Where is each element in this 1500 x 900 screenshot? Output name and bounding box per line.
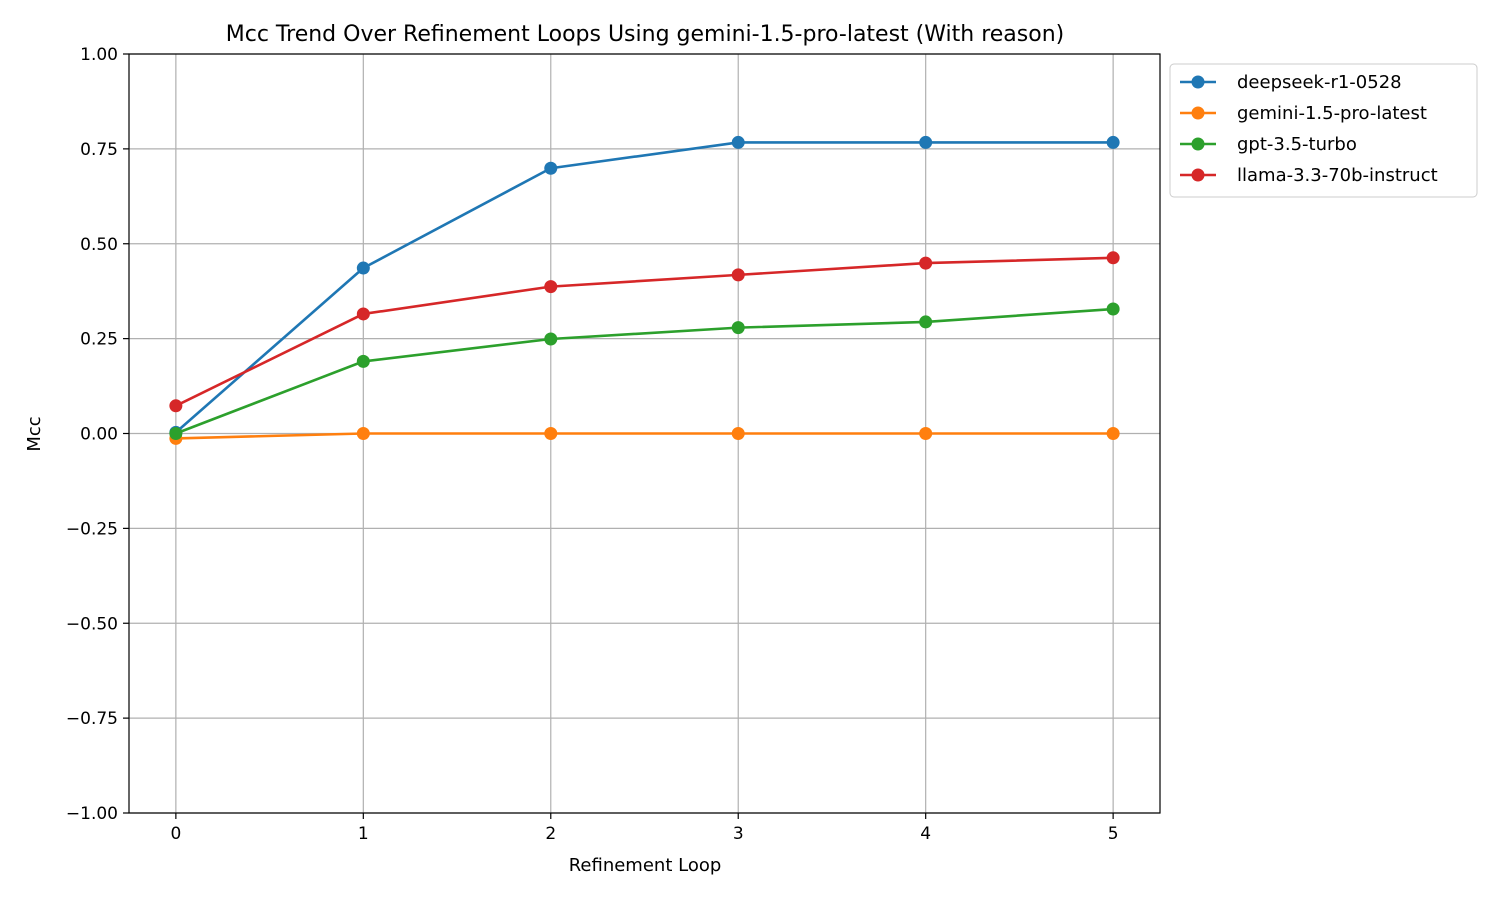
legend-label-gpt-3-5-turbo: gpt-3.5-turbo bbox=[1237, 134, 1357, 155]
legend-marker-gemini-1-5-pro-latest bbox=[1191, 106, 1205, 120]
legend-marker-gpt-3-5-turbo bbox=[1191, 137, 1205, 151]
legend-marker-deepseek-r1-0528 bbox=[1191, 75, 1205, 89]
data-point-deepseek-r1-0528 bbox=[919, 135, 933, 149]
y-axis-label: Mcc bbox=[24, 416, 45, 451]
data-point-gemini-1-5-pro-latest bbox=[1106, 427, 1120, 440]
series-line-deepseek-r1-0528 bbox=[174, 141, 1115, 434]
x-tick-label: 1 bbox=[358, 824, 369, 844]
data-point-llama-3-3-70b-instruct bbox=[731, 268, 745, 282]
data-point-llama-3-3-70b-instruct bbox=[544, 280, 558, 294]
series-llama-3-3-70b-instruct bbox=[169, 251, 1120, 413]
legend-box bbox=[1169, 63, 1478, 198]
data-point-gpt-3-5-turbo bbox=[169, 427, 183, 440]
data-point-gpt-3-5-turbo bbox=[731, 321, 745, 335]
data-point-deepseek-r1-0528 bbox=[1106, 135, 1120, 149]
data-point-llama-3-3-70b-instruct bbox=[356, 307, 370, 321]
data-point-gpt-3-5-turbo bbox=[544, 332, 558, 346]
legend-label-llama-3-3-70b-instruct: llama-3.3-70b-instruct bbox=[1237, 165, 1438, 186]
legend-items: deepseek-r1-0528 gemini-1.5-pro-latest gpt… bbox=[1180, 72, 1438, 186]
y-tick-label: 0.50 bbox=[80, 235, 118, 255]
y-tick-label: 1.00 bbox=[80, 45, 118, 65]
data-point-gpt-3-5-turbo bbox=[1106, 302, 1120, 316]
data-point-gemini-1-5-pro-latest bbox=[356, 427, 370, 440]
axis-ticks: 0 1 2 3 4 5 −1.00 −0.75 −0.50 −0.25 0.00 0.25 0.50 0.… bbox=[66, 45, 1119, 844]
data-point-deepseek-r1-0528 bbox=[731, 135, 745, 149]
data-series bbox=[169, 135, 1120, 445]
data-point-gpt-3-5-turbo bbox=[356, 354, 370, 368]
y-tick-label: −0.50 bbox=[66, 614, 118, 634]
y-tick-label: 0.00 bbox=[80, 425, 118, 445]
y-tick-label: −0.25 bbox=[66, 519, 118, 539]
y-tick-label: 0.75 bbox=[80, 140, 118, 160]
data-point-gemini-1-5-pro-latest bbox=[919, 427, 933, 440]
x-tick-label: 2 bbox=[545, 824, 556, 844]
x-tick-label: 0 bbox=[170, 824, 181, 844]
data-point-gpt-3-5-turbo bbox=[919, 315, 933, 329]
y-tick-label: −1.00 bbox=[66, 804, 118, 824]
data-point-llama-3-3-70b-instruct bbox=[919, 256, 933, 270]
data-point-gemini-1-5-pro-latest bbox=[544, 427, 558, 440]
series-gpt-3-5-turbo bbox=[169, 302, 1120, 440]
legend-marker-llama-3-3-70b-instruct bbox=[1191, 168, 1205, 182]
series-line-gemini-1-5-pro-latest bbox=[174, 432, 1115, 440]
data-point-deepseek-r1-0528 bbox=[356, 261, 370, 275]
x-tick-label: 5 bbox=[1108, 824, 1119, 844]
data-point-deepseek-r1-0528 bbox=[544, 161, 558, 175]
chart-title: Mcc Trend Over Refinement Loops Using ge… bbox=[226, 22, 1064, 47]
y-tick-label: −0.75 bbox=[66, 709, 118, 729]
legend-label-gemini-1-5-pro-latest: gemini-1.5-pro-latest bbox=[1237, 103, 1427, 124]
data-point-llama-3-3-70b-instruct bbox=[1106, 251, 1120, 265]
x-axis-label: Refinement Loop bbox=[569, 855, 722, 876]
legend-label-deepseek-r1-0528: deepseek-r1-0528 bbox=[1237, 72, 1402, 93]
series-line-llama-3-3-70b-instruct bbox=[174, 256, 1115, 408]
data-point-gemini-1-5-pro-latest bbox=[731, 427, 745, 440]
legend: deepseek-r1-0528 gemini-1.5-pro-latest gpt… bbox=[1169, 63, 1478, 198]
y-tick-label: 0.25 bbox=[80, 330, 118, 350]
series-line-gpt-3-5-turbo bbox=[174, 307, 1115, 435]
x-tick-label: 3 bbox=[733, 824, 744, 844]
data-point-llama-3-3-70b-instruct bbox=[169, 399, 183, 413]
x-tick-label: 4 bbox=[920, 824, 931, 844]
